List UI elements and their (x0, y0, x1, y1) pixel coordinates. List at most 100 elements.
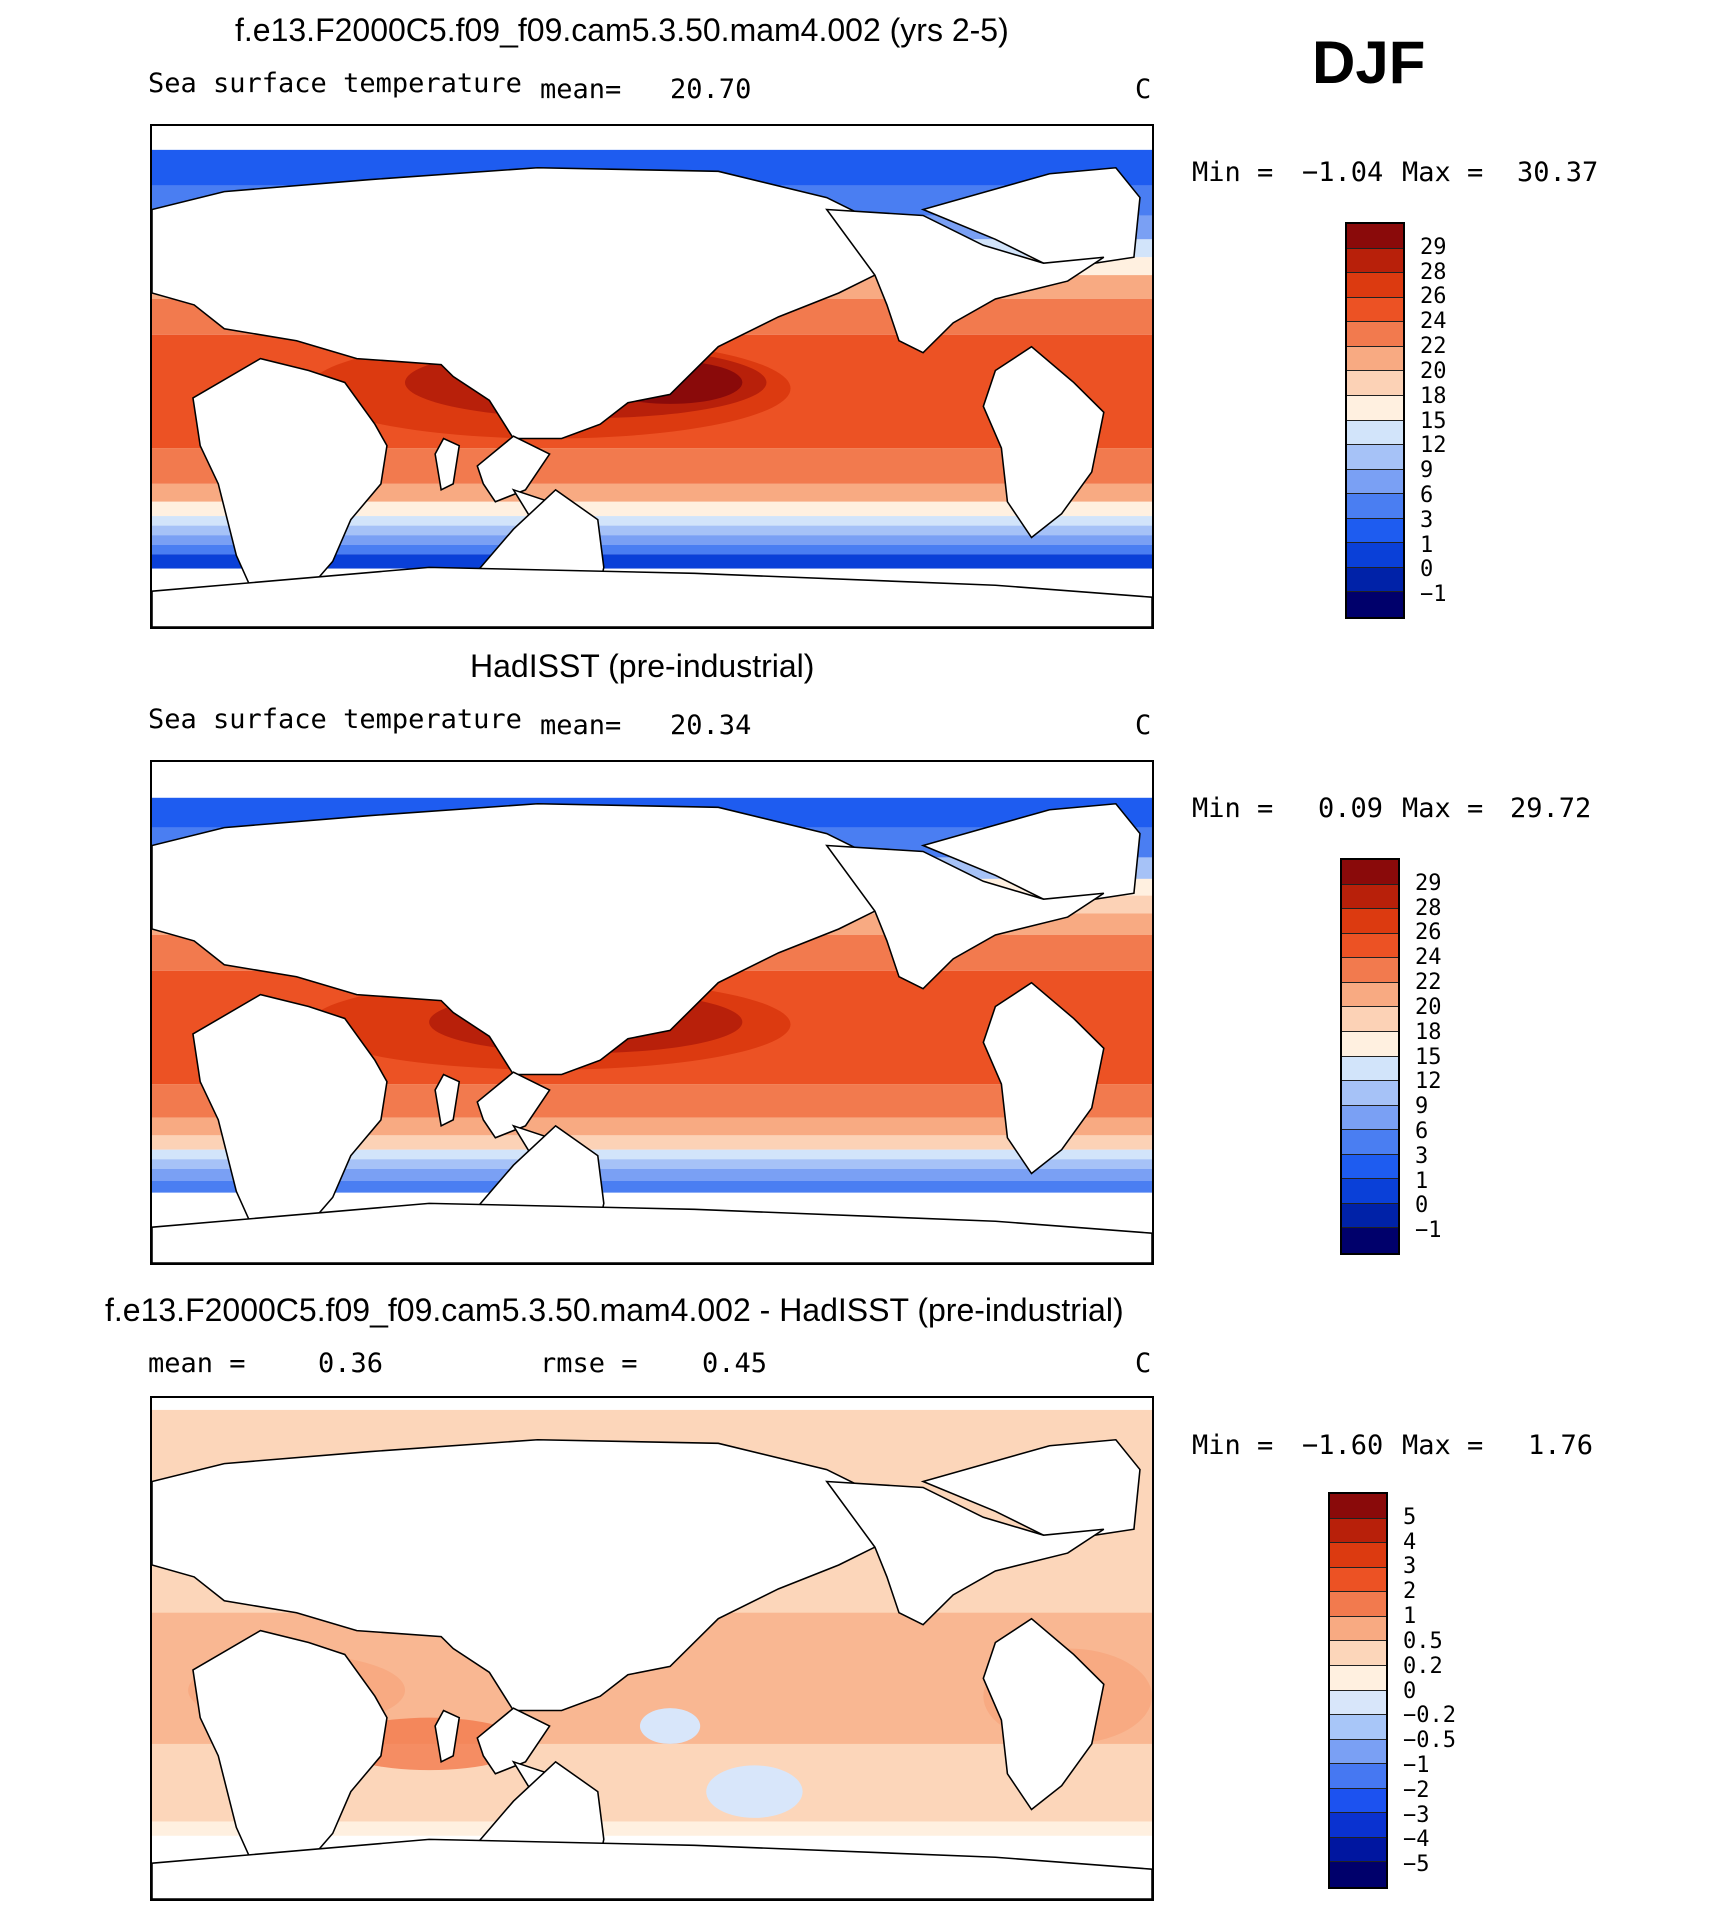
panel1-colorbar-labels: 29 28 26 24 22 20 18 15 12 9 6 3 1 0 −1 (1420, 222, 1500, 619)
colorbar-tick-label: 15 (1420, 408, 1447, 434)
colorbar-swatch (1342, 958, 1398, 983)
panel1-title: f.e13.F2000C5.f09_f09.cam5.3.50.mam4.002… (235, 12, 1009, 48)
colorbar-swatch (1330, 1788, 1386, 1814)
colorbar-tick-label: 1 (1420, 532, 1434, 558)
colorbar-tick-label: 18 (1415, 1019, 1442, 1045)
colorbar-tick-label: 9 (1420, 458, 1434, 484)
colorbar-swatch (1342, 1056, 1398, 1082)
colorbar-tick-label: 22 (1420, 334, 1447, 360)
colorbar-tick-label: 12 (1415, 1069, 1442, 1095)
colorbar-swatch (1347, 445, 1403, 470)
colorbar-swatch (1347, 371, 1403, 396)
panel1-min-value: −1.04 (1302, 157, 1384, 188)
colorbar-tick-label: 29 (1420, 234, 1447, 260)
colorbar-swatch (1347, 469, 1403, 495)
colorbar-swatch (1342, 1154, 1398, 1180)
colorbar-swatch (1342, 1105, 1398, 1131)
panel2-colorbar-labels: 29 28 26 24 22 20 18 15 12 9 6 3 1 0 −1 (1415, 858, 1495, 1255)
colorbar-swatch (1330, 1690, 1386, 1716)
colorbar-tick-label: 24 (1415, 945, 1442, 971)
panel2-variable-label: Sea surface temperature (148, 704, 522, 735)
colorbar-swatch (1347, 518, 1403, 544)
panel2-colorbar (1340, 858, 1400, 1255)
panel2-title: HadISST (pre-industrial) (470, 648, 815, 684)
panel2-max-value: 29.72 (1510, 793, 1592, 824)
panel3-min-value: −1.60 (1302, 1430, 1384, 1461)
colorbar-tick-label: 18 (1420, 383, 1447, 409)
colorbar-swatch (1342, 1007, 1398, 1032)
colorbar-swatch (1342, 909, 1398, 934)
panel2-mean: mean= 20.34 (540, 710, 752, 741)
panel1-map-svg (152, 126, 1152, 627)
colorbar-tick-label: 26 (1420, 284, 1447, 310)
colorbar-tick-label: 2 (1403, 1579, 1417, 1605)
colorbar-tick-label: −1 (1403, 1752, 1430, 1778)
panel3-rmse-value: 0.45 (702, 1348, 768, 1379)
colorbar-swatch (1330, 1837, 1386, 1863)
panel1-units: C (1135, 74, 1152, 105)
panel1-colorbar (1345, 222, 1405, 619)
colorbar-swatch (1342, 982, 1398, 1008)
panel2-units: C (1135, 710, 1152, 741)
colorbar-swatch (1347, 297, 1403, 323)
colorbar-swatch (1342, 1031, 1398, 1057)
panel3-rmse-label: rmse = (540, 1348, 638, 1379)
colorbar-swatch (1342, 860, 1398, 885)
panel1-variable-label: Sea surface temperature (148, 68, 522, 99)
colorbar-tick-label: 3 (1415, 1143, 1429, 1169)
colorbar-tick-label: −4 (1403, 1827, 1430, 1853)
colorbar-tick-label: 3 (1420, 507, 1434, 533)
colorbar-tick-label: 15 (1415, 1044, 1442, 1070)
colorbar-swatch (1347, 273, 1403, 298)
colorbar-tick-label: 4 (1403, 1529, 1417, 1555)
colorbar-tick-label: −1 (1420, 582, 1447, 608)
panel3-map-svg (152, 1398, 1152, 1899)
panel3-colorbar-labels: 5 4 3 2 1 0.5 0.2 0 −0.2 −0.5 −1 −2 −3 −4 −5 (1403, 1492, 1503, 1889)
colorbar-tick-label: 28 (1420, 259, 1447, 285)
colorbar-swatch (1347, 567, 1403, 593)
colorbar-swatch (1347, 592, 1403, 617)
panel3-colorbar (1328, 1492, 1388, 1889)
panel1-min-label: Min = (1192, 157, 1274, 188)
colorbar-swatch (1342, 1081, 1398, 1106)
panel1-max-label: Max = (1402, 157, 1484, 188)
colorbar-tick-label: −0.2 (1403, 1703, 1456, 1729)
panel3-units: C (1135, 1348, 1152, 1379)
colorbar-swatch (1342, 1228, 1398, 1253)
colorbar-swatch (1330, 1518, 1386, 1544)
panel2-map (150, 760, 1154, 1265)
colorbar-swatch (1330, 1665, 1386, 1691)
colorbar-tick-label: 0.2 (1403, 1653, 1443, 1679)
colorbar-swatch (1347, 420, 1403, 446)
colorbar-swatch (1342, 884, 1398, 910)
colorbar-swatch (1330, 1641, 1386, 1666)
colorbar-tick-label: −0.5 (1403, 1728, 1456, 1754)
colorbar-swatch (1330, 1764, 1386, 1789)
colorbar-swatch (1330, 1813, 1386, 1838)
colorbar-tick-label: 5 (1403, 1504, 1417, 1530)
season-label: DJF (1312, 29, 1426, 96)
colorbar-tick-label: −1 (1415, 1218, 1442, 1244)
colorbar-swatch (1347, 494, 1403, 519)
colorbar-tick-label: 29 (1415, 870, 1442, 896)
colorbar-tick-label: 26 (1415, 920, 1442, 946)
panel3-mean-value: 0.36 (318, 1348, 384, 1379)
panel1-max-value: 30.37 (1517, 157, 1599, 188)
colorbar-swatch (1342, 1130, 1398, 1155)
colorbar-tick-label: 20 (1415, 994, 1442, 1020)
colorbar-tick-label: 0 (1415, 1193, 1429, 1219)
colorbar-tick-label: 24 (1420, 309, 1447, 335)
panel3-max-label: Max = (1402, 1430, 1484, 1461)
colorbar-tick-label: −5 (1403, 1852, 1430, 1878)
colorbar-swatch (1330, 1715, 1386, 1740)
colorbar-swatch (1347, 322, 1403, 347)
colorbar-swatch (1347, 543, 1403, 568)
colorbar-tick-label: 6 (1415, 1118, 1429, 1144)
colorbar-swatch (1342, 1179, 1398, 1204)
colorbar-tick-label: 20 (1420, 358, 1447, 384)
colorbar-tick-label: 6 (1420, 482, 1434, 508)
colorbar-swatch (1330, 1616, 1386, 1642)
colorbar-swatch (1342, 933, 1398, 959)
colorbar-tick-label: 12 (1420, 433, 1447, 459)
colorbar-swatch (1330, 1862, 1386, 1887)
